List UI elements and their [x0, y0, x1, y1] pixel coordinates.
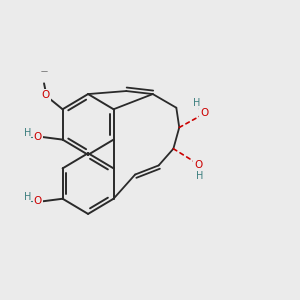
Text: O: O [34, 196, 42, 206]
Text: O: O [34, 132, 42, 142]
Text: H: H [24, 128, 32, 138]
Text: H: H [196, 171, 203, 181]
Text: O: O [41, 90, 50, 100]
Text: —: — [40, 68, 47, 74]
Text: H: H [193, 98, 200, 107]
Text: H: H [24, 192, 32, 202]
Text: O: O [200, 108, 208, 118]
Text: O: O [194, 160, 202, 170]
